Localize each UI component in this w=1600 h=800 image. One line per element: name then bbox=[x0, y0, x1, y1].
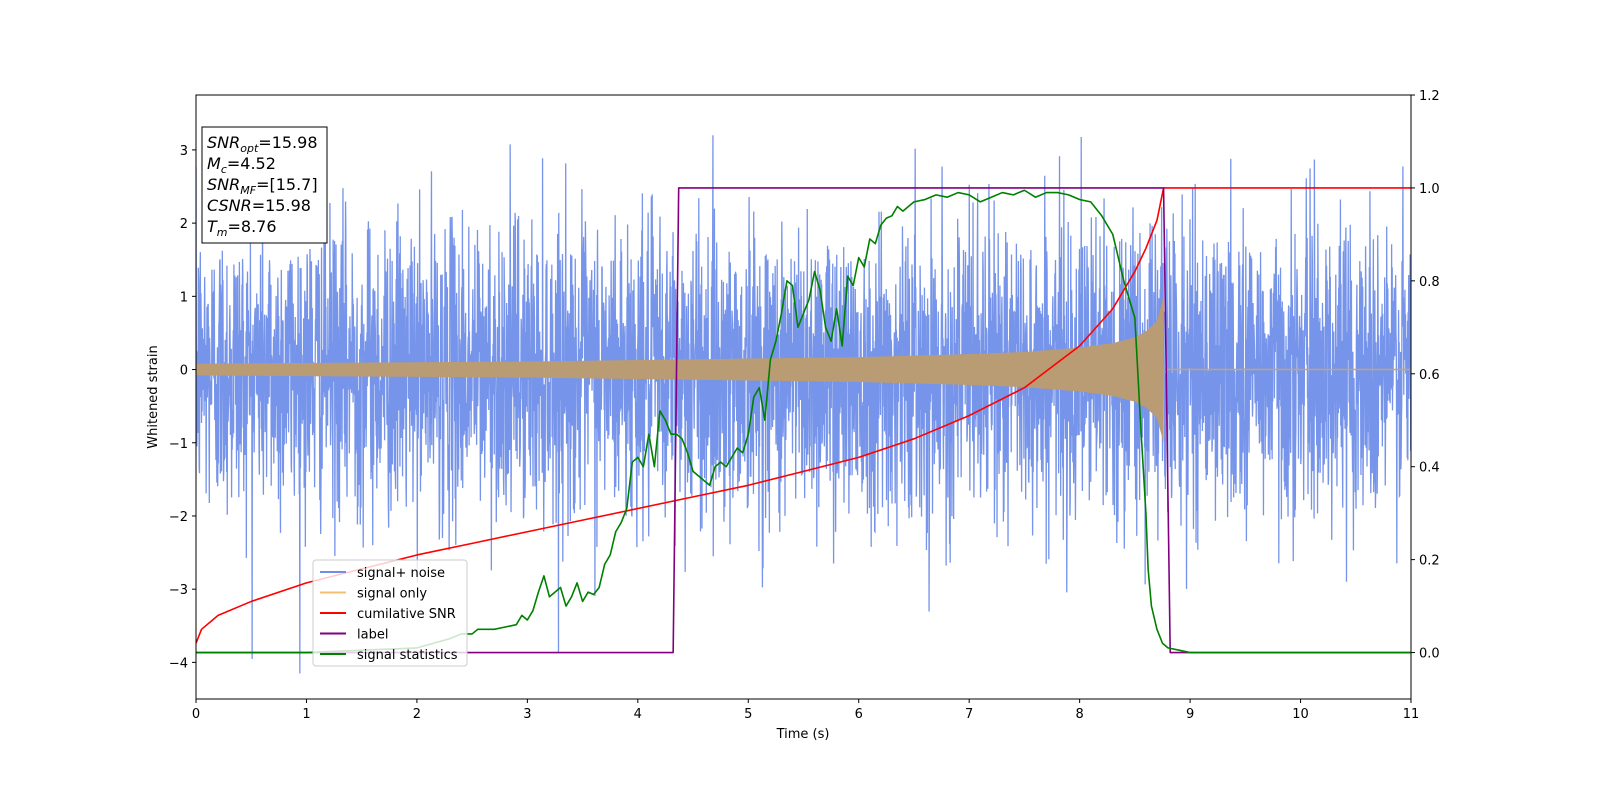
y-tick-label: 3 bbox=[180, 144, 188, 159]
x-tick-label: 7 bbox=[965, 707, 973, 722]
x-tick-label: 4 bbox=[634, 707, 642, 722]
legend-items: signal+ noise signal only cumilative SNR la… bbox=[320, 566, 458, 663]
y-axis-label: Whitened strain bbox=[146, 345, 161, 448]
annotation-line: Tm=8.76 bbox=[207, 217, 277, 239]
y-tick-label: −2 bbox=[169, 510, 188, 525]
legend-entry: signal+ noise bbox=[357, 566, 445, 581]
y2-tick-label: 0.2 bbox=[1419, 554, 1440, 569]
y2-tick-label: 0.8 bbox=[1419, 275, 1440, 290]
y-tick-label: −1 bbox=[169, 437, 188, 452]
y-tick-label: 0 bbox=[180, 364, 188, 379]
series-cumulative-snr bbox=[196, 187, 1411, 644]
x-tick-label: 6 bbox=[855, 707, 863, 722]
y2-tick-label: 1.0 bbox=[1419, 182, 1440, 197]
x-tick-label: 11 bbox=[1403, 707, 1420, 722]
x-tick-label: 5 bbox=[744, 707, 752, 722]
y2-tick-label: 0.0 bbox=[1419, 647, 1440, 662]
x-tick-label: 3 bbox=[523, 707, 531, 722]
legend-entry: label bbox=[357, 628, 388, 643]
annotation-line: Mc=4.52 bbox=[207, 154, 276, 176]
annotation-box: SNRopt=15.98Mc=4.52SNRMF=[15.7]CSNR=15.9… bbox=[201, 126, 328, 244]
annotation-frame bbox=[201, 126, 328, 244]
legend-entry: signal only bbox=[357, 587, 427, 602]
y2-tick-label: 0.4 bbox=[1419, 461, 1440, 476]
legend-entry: signal statistics bbox=[357, 648, 458, 663]
y-tick-label: −4 bbox=[169, 656, 188, 671]
annotation-line: CSNR=15.98 bbox=[207, 196, 311, 215]
series-signal-statistics bbox=[196, 189, 1411, 654]
annotation-lines: SNRopt=15.98Mc=4.52SNRMF=[15.7]CSNR=15.9… bbox=[207, 133, 318, 239]
series-layer bbox=[196, 135, 1411, 674]
x-tick-label: 2 bbox=[413, 707, 421, 722]
annotation-line: SNRopt=15.98 bbox=[207, 133, 318, 155]
x-tick-label: 8 bbox=[1075, 707, 1083, 722]
plot-frame bbox=[195, 94, 1412, 700]
x-tick-label: 0 bbox=[192, 707, 200, 722]
legend-entry: cumilative SNR bbox=[357, 607, 456, 622]
x-tick-label: 9 bbox=[1186, 707, 1194, 722]
x-tick-label: 1 bbox=[302, 707, 310, 722]
series-signal-only bbox=[196, 296, 1164, 443]
y-tick-label: −3 bbox=[169, 583, 188, 598]
legend-frame bbox=[312, 559, 468, 667]
annotation-line: SNRMF=[15.7] bbox=[207, 175, 318, 197]
axes-layer: 0 1 2 3 4 5 6 7 8 9 10 113210−1−2−3−41.21.00.80.60.… bbox=[169, 89, 1440, 722]
legend: signal+ noise signal only cumilative SNR la… bbox=[312, 559, 468, 667]
y2-tick-label: 0.6 bbox=[1419, 368, 1440, 383]
x-axis-label: Time (s) bbox=[776, 727, 830, 742]
x-tick-label: 10 bbox=[1292, 707, 1309, 722]
y2-tick-label: 1.2 bbox=[1419, 89, 1440, 104]
y-tick-label: 2 bbox=[180, 217, 188, 232]
y-tick-label: 1 bbox=[180, 290, 188, 305]
